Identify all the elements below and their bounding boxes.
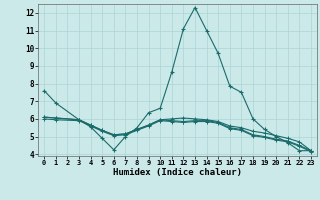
X-axis label: Humidex (Indice chaleur): Humidex (Indice chaleur) <box>113 168 242 177</box>
